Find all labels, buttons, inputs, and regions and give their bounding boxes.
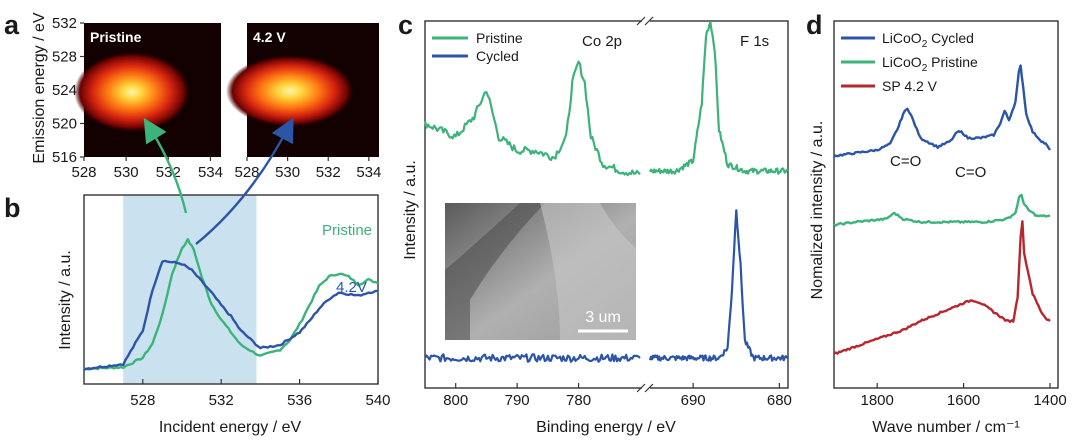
panel-a-y-tick-label-524: 524 [52, 82, 77, 99]
panel-c-x-tick-label-800: 800 [443, 392, 468, 409]
panel-b-x-tick-label-536: 536 [287, 392, 312, 409]
heatmap-pristine-x-tick-label-530: 530 [114, 164, 139, 181]
sem-inset-shadow [445, 203, 545, 340]
panel-c-top-break-marks [636, 16, 654, 26]
panel-a-y-ticks: 516 520 524 528 532 [52, 15, 84, 166]
panel-d-line-sp-4-2-v [833, 220, 1051, 355]
panel-d-x-tick-label-1800: 1800 [861, 392, 894, 409]
legend-label-licoo2-cycled: LiCoO2 Cycled [882, 30, 974, 50]
panel-d-line-licoo2-cycled [833, 64, 1051, 158]
arrow-pristine-to-heatmap [143, 117, 188, 214]
panel-d-letter: d [806, 10, 823, 40]
panel-c-x-tick-label-780: 780 [566, 392, 591, 409]
panel-b-x-tick-label-528: 528 [130, 392, 155, 409]
panel-c-line-cycled-f1s [648, 209, 789, 362]
heatmap-pristine-x-tick-label-534: 534 [198, 164, 223, 181]
panel-b-letter: b [4, 193, 21, 223]
arrow-4-2v-to-heatmap [195, 117, 294, 245]
panel-d-series [833, 64, 1051, 355]
heatmap-4-2v-x-ticks: 528 530 532 534 [234, 157, 381, 181]
heatmap-pristine-hotspot [74, 52, 190, 132]
panel-c-plot-frame [424, 20, 789, 389]
panel-c-bottom-break-marks [636, 383, 654, 393]
heatmap-4-2v-x-tick-label-534: 534 [356, 164, 381, 181]
panel-a-y-axis-label: Emission energy / eV [31, 12, 48, 164]
panel-c-series [423, 21, 789, 363]
panel-b-x-ticks: 528 532 536 540 [130, 379, 391, 409]
panel-b-xas: b 528 532 536 540 Incident energy / eV Inte… [4, 193, 391, 436]
heatmap-pristine-x-tick-label-532: 532 [156, 164, 181, 181]
panel-b-plot-frame [83, 194, 379, 385]
panel-a-y-tick-label-528: 528 [52, 49, 77, 66]
sem-inset-scale-label: 3 um [585, 309, 621, 326]
panel-c-x-ticks: 800 790 780 690 680 [443, 383, 792, 409]
legend-label-cycled: Cycled [476, 48, 519, 64]
panel-a-heatmaps: a Emission energy / eV 516 520 524 528 532 P… [4, 10, 381, 181]
panel-b-series-label-pristine: Pristine [322, 222, 372, 239]
panel-c-letter: c [398, 10, 413, 40]
sem-inset-particle-face [540, 203, 636, 340]
panel-d-line-licoo2-pristine [833, 193, 1051, 227]
heatmap-4-2v-x-tick-label-530: 530 [275, 164, 300, 181]
panel-c-y-axis-label: Intensity / a.u. [402, 160, 419, 260]
panel-d-x-tick-label-1600: 1600 [947, 392, 980, 409]
panel-c-line-pristine-co2p [423, 60, 641, 177]
panel-c-x-tick-label-790: 790 [505, 392, 530, 409]
panel-b-series [83, 238, 379, 371]
panel-d-x-ticks: 1800 1600 1400 [861, 383, 1067, 409]
legend-label-licoo2-pristine: LiCoO2 Pristine [882, 54, 978, 74]
panel-b-line-pristine [83, 238, 379, 371]
panel-c-x-axis-label: Binding energy / eV [536, 419, 676, 436]
panel-d-ftir: d 1800 1600 1400 Wave number / cm⁻¹ Nomali… [806, 10, 1067, 436]
heatmap-pristine-label: Pristine [90, 29, 142, 45]
panel-b-x-axis-label: Incident energy / eV [159, 419, 302, 436]
heatmap-4-2v-label: 4.2 V [253, 29, 286, 45]
panel-d-annotation-co-2: C=O [955, 164, 986, 181]
panel-d-x-tick-label-1400: 1400 [1033, 392, 1066, 409]
panel-d-y-axis-label: Nomalized intensity / a.u. [809, 121, 826, 300]
panel-d-plot-frame [833, 20, 1059, 389]
heatmap-4-2v-x-tick-label-532: 532 [316, 164, 341, 181]
panel-a-y-tick-label-532: 532 [52, 15, 77, 32]
heatmap-pristine-x-ticks: 528 530 532 534 [71, 157, 223, 181]
panel-d-x-axis-label: Wave number / cm⁻¹ [872, 419, 1019, 436]
heatmap-4-2v: 4.2 V [226, 23, 379, 157]
panel-b-y-axis-label: Intensity / a.u. [57, 250, 74, 350]
panel-c-legend: Pristine Cycled [432, 30, 523, 64]
panel-c-xps: c 800 790 780 690 680 Binding energy / eV In… [398, 10, 792, 436]
panel-a-y-tick-label-520: 520 [52, 116, 77, 133]
legend-label-sp-4-2v: SP 4.2 V [882, 78, 938, 94]
panel-c-line-pristine-f1s [649, 21, 789, 175]
legend-label-pristine: Pristine [476, 30, 523, 46]
panel-c-x-tick-label-690: 690 [681, 392, 706, 409]
panel-b-series-label-4-2v: 4.2V [336, 279, 367, 296]
panel-c-bottom-axis-break [642, 385, 650, 391]
panel-c-peak-label-f1s: F 1s [740, 33, 769, 50]
panel-c-peak-label-co2p: Co 2p [582, 33, 622, 50]
heatmap-pristine: Pristine [74, 23, 221, 157]
panel-c-x-tick-label-680: 680 [767, 392, 792, 409]
panel-b-x-tick-label-532: 532 [209, 392, 234, 409]
heatmap-4-2v-x-tick-label-528: 528 [234, 164, 259, 181]
panel-a-y-tick-label-516: 516 [52, 149, 77, 166]
panel-c-line-cycled-co2p [424, 353, 641, 363]
panel-b-line-4-2v [83, 259, 378, 371]
panel-d-legend: LiCoO2 Cycled LiCoO2 Pristine SP 4.2 V [841, 30, 978, 94]
panel-b-x-tick-label-540: 540 [365, 392, 390, 409]
sem-inset-image: 3 um [445, 203, 636, 340]
panel-c-top-axis-break [642, 18, 650, 24]
panel-a-letter: a [4, 10, 20, 40]
heatmap-4-2v-hotspot [226, 55, 354, 127]
heatmap-pristine-x-tick-label-528: 528 [71, 164, 96, 181]
panel-d-annotation-co-1: C=O [890, 153, 921, 170]
